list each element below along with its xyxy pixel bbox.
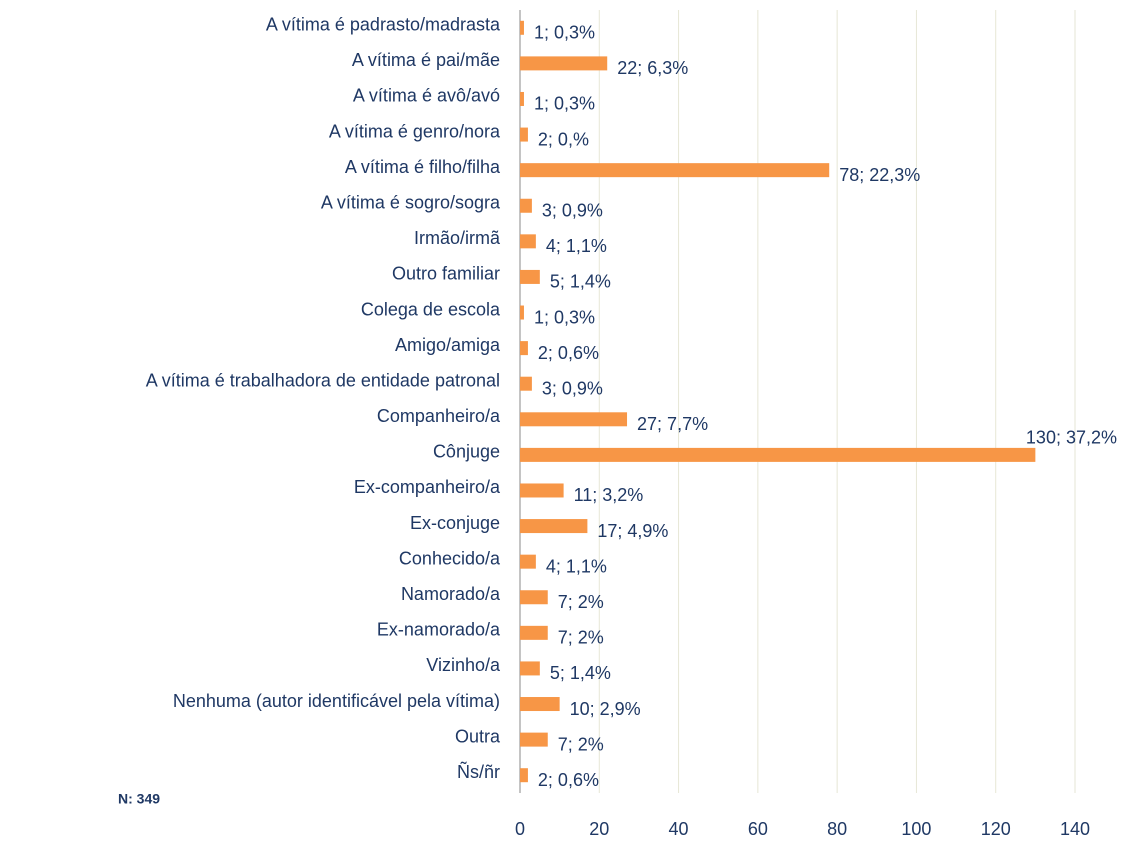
y-tick-label: Companheiro/a	[377, 406, 501, 426]
x-tick-label: 100	[901, 819, 931, 839]
bar	[520, 554, 536, 569]
y-tick-label: Outra	[455, 726, 501, 746]
bar	[520, 163, 830, 178]
y-tick-label: Ex-conjuge	[410, 513, 500, 533]
y-tick-label: A vítima é pai/mãe	[352, 50, 500, 70]
x-tick-label: 60	[748, 819, 768, 839]
x-tick-label: 140	[1060, 819, 1090, 839]
y-tick-label: Ex-namorado/a	[377, 620, 501, 640]
bar	[520, 447, 1036, 462]
bar	[520, 20, 524, 35]
bar	[520, 697, 560, 712]
y-tick-label: A vítima é filho/filha	[345, 157, 501, 177]
bar	[520, 234, 536, 249]
bar	[520, 661, 540, 676]
data-label: 3; 0,9%	[542, 378, 603, 398]
data-label: 7; 2%	[558, 734, 604, 754]
data-label: 10; 2,9%	[570, 699, 641, 719]
bar	[520, 56, 608, 71]
bar	[520, 91, 524, 106]
data-label: 17; 4,9%	[597, 521, 668, 541]
x-tick-label: 40	[669, 819, 689, 839]
x-tick-label: 120	[981, 819, 1011, 839]
data-label: 1; 0,3%	[534, 307, 595, 327]
data-label: 2; 0,6%	[538, 343, 599, 363]
y-tick-label: Amigo/amiga	[395, 335, 501, 355]
y-tick-label: Conhecido/a	[399, 548, 501, 568]
data-label: 78; 22,3%	[839, 165, 920, 185]
data-label: 5; 1,4%	[550, 272, 611, 292]
bar	[520, 768, 528, 783]
bar	[520, 198, 532, 213]
bar	[520, 732, 548, 747]
y-tick-label: Ex-companheiro/a	[354, 477, 501, 497]
data-label: 11; 3,2%	[574, 485, 644, 505]
y-tick-label: Cônjuge	[433, 442, 500, 462]
y-tick-label: Vizinho/a	[426, 655, 501, 675]
y-tick-label: A vítima é trabalhadora de entidade patr…	[146, 370, 500, 390]
data-label: 5; 1,4%	[550, 663, 611, 683]
y-tick-label: Outro familiar	[392, 264, 500, 284]
data-label: 27; 7,7%	[637, 414, 708, 434]
data-label: 130; 37,2%	[1026, 428, 1117, 448]
bar	[520, 412, 628, 427]
x-tick-label: 80	[827, 819, 847, 839]
bar	[520, 519, 588, 534]
y-tick-label: Colega de escola	[361, 299, 501, 319]
y-tick-label: Nenhuma (autor identificável pela vítima…	[173, 691, 500, 711]
bar	[520, 341, 528, 356]
bar	[520, 483, 564, 498]
y-tick-label: A vítima é padrasto/madrasta	[266, 15, 501, 35]
y-tick-label: A vítima é sogro/sogra	[321, 193, 501, 213]
y-tick-label: Irmão/irmã	[414, 228, 501, 248]
bar	[520, 376, 532, 391]
bar	[520, 269, 540, 284]
bar	[520, 305, 524, 320]
data-label: 7; 2%	[558, 628, 604, 648]
x-tick-label: 0	[515, 819, 525, 839]
data-label: 2; 0,6%	[538, 770, 599, 790]
bar	[520, 590, 548, 605]
data-label: 3; 0,9%	[542, 201, 603, 221]
data-label: 2; 0,%	[538, 129, 589, 149]
data-label: 4; 1,1%	[546, 556, 607, 576]
y-tick-label: Ñs/ñr	[457, 761, 500, 782]
y-tick-label: A vítima é genro/nora	[329, 121, 501, 141]
data-label: 1; 0,3%	[534, 23, 595, 43]
data-label: 4; 1,1%	[546, 236, 607, 256]
bar	[520, 625, 548, 640]
annotation: N: 349	[118, 791, 160, 807]
data-label: 22; 6,3%	[617, 58, 688, 78]
x-tick-label: 20	[589, 819, 609, 839]
data-label: 1; 0,3%	[534, 94, 595, 114]
data-label: 7; 2%	[558, 592, 604, 612]
bar	[520, 127, 528, 142]
y-tick-label: A vítima é avô/avó	[353, 86, 500, 106]
y-tick-label: Namorado/a	[401, 584, 501, 604]
